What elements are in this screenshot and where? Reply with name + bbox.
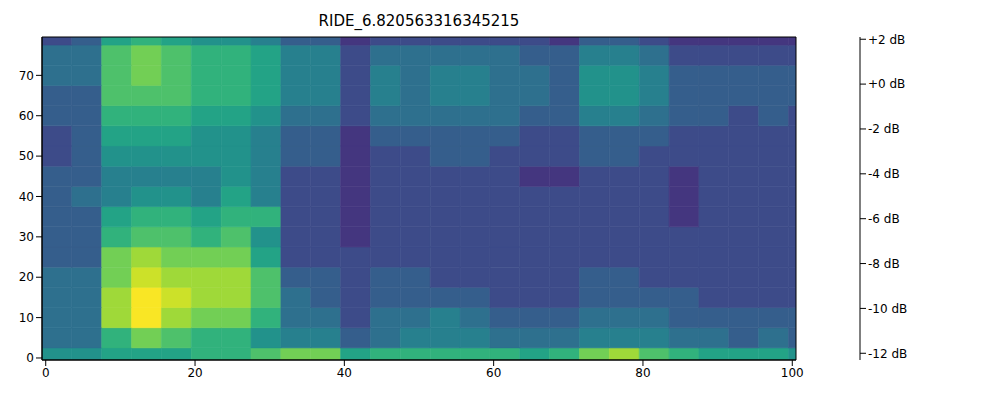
svg-text:100: 100 [781,366,804,380]
svg-text:60: 60 [19,109,34,123]
svg-text:40: 40 [337,366,352,380]
svg-text:-2 dB: -2 dB [868,122,900,136]
svg-text:+0 dB: +0 dB [868,77,905,91]
svg-text:-8 dB: -8 dB [868,257,900,271]
svg-text:20: 20 [187,366,202,380]
svg-text:70: 70 [19,69,34,83]
svg-text:30: 30 [19,230,34,244]
svg-text:80: 80 [635,366,650,380]
svg-text:-12 dB: -12 dB [868,347,907,361]
svg-text:40: 40 [19,190,34,204]
svg-text:0: 0 [26,351,34,365]
svg-text:+2 dB: +2 dB [868,33,905,47]
html-text:RIDE_6.820563316345215: RIDE_6.820563316345215 [318,12,520,30]
svg-text:-6 dB: -6 dB [868,212,900,226]
svg-text:0: 0 [42,366,50,380]
svg-text:20: 20 [19,270,34,284]
svg-text:-10 dB: -10 dB [868,302,907,316]
svg-text:60: 60 [486,366,501,380]
svg-text:50: 50 [19,149,34,163]
svg-text:10: 10 [19,311,34,325]
svg-text:-4 dB: -4 dB [868,167,900,181]
